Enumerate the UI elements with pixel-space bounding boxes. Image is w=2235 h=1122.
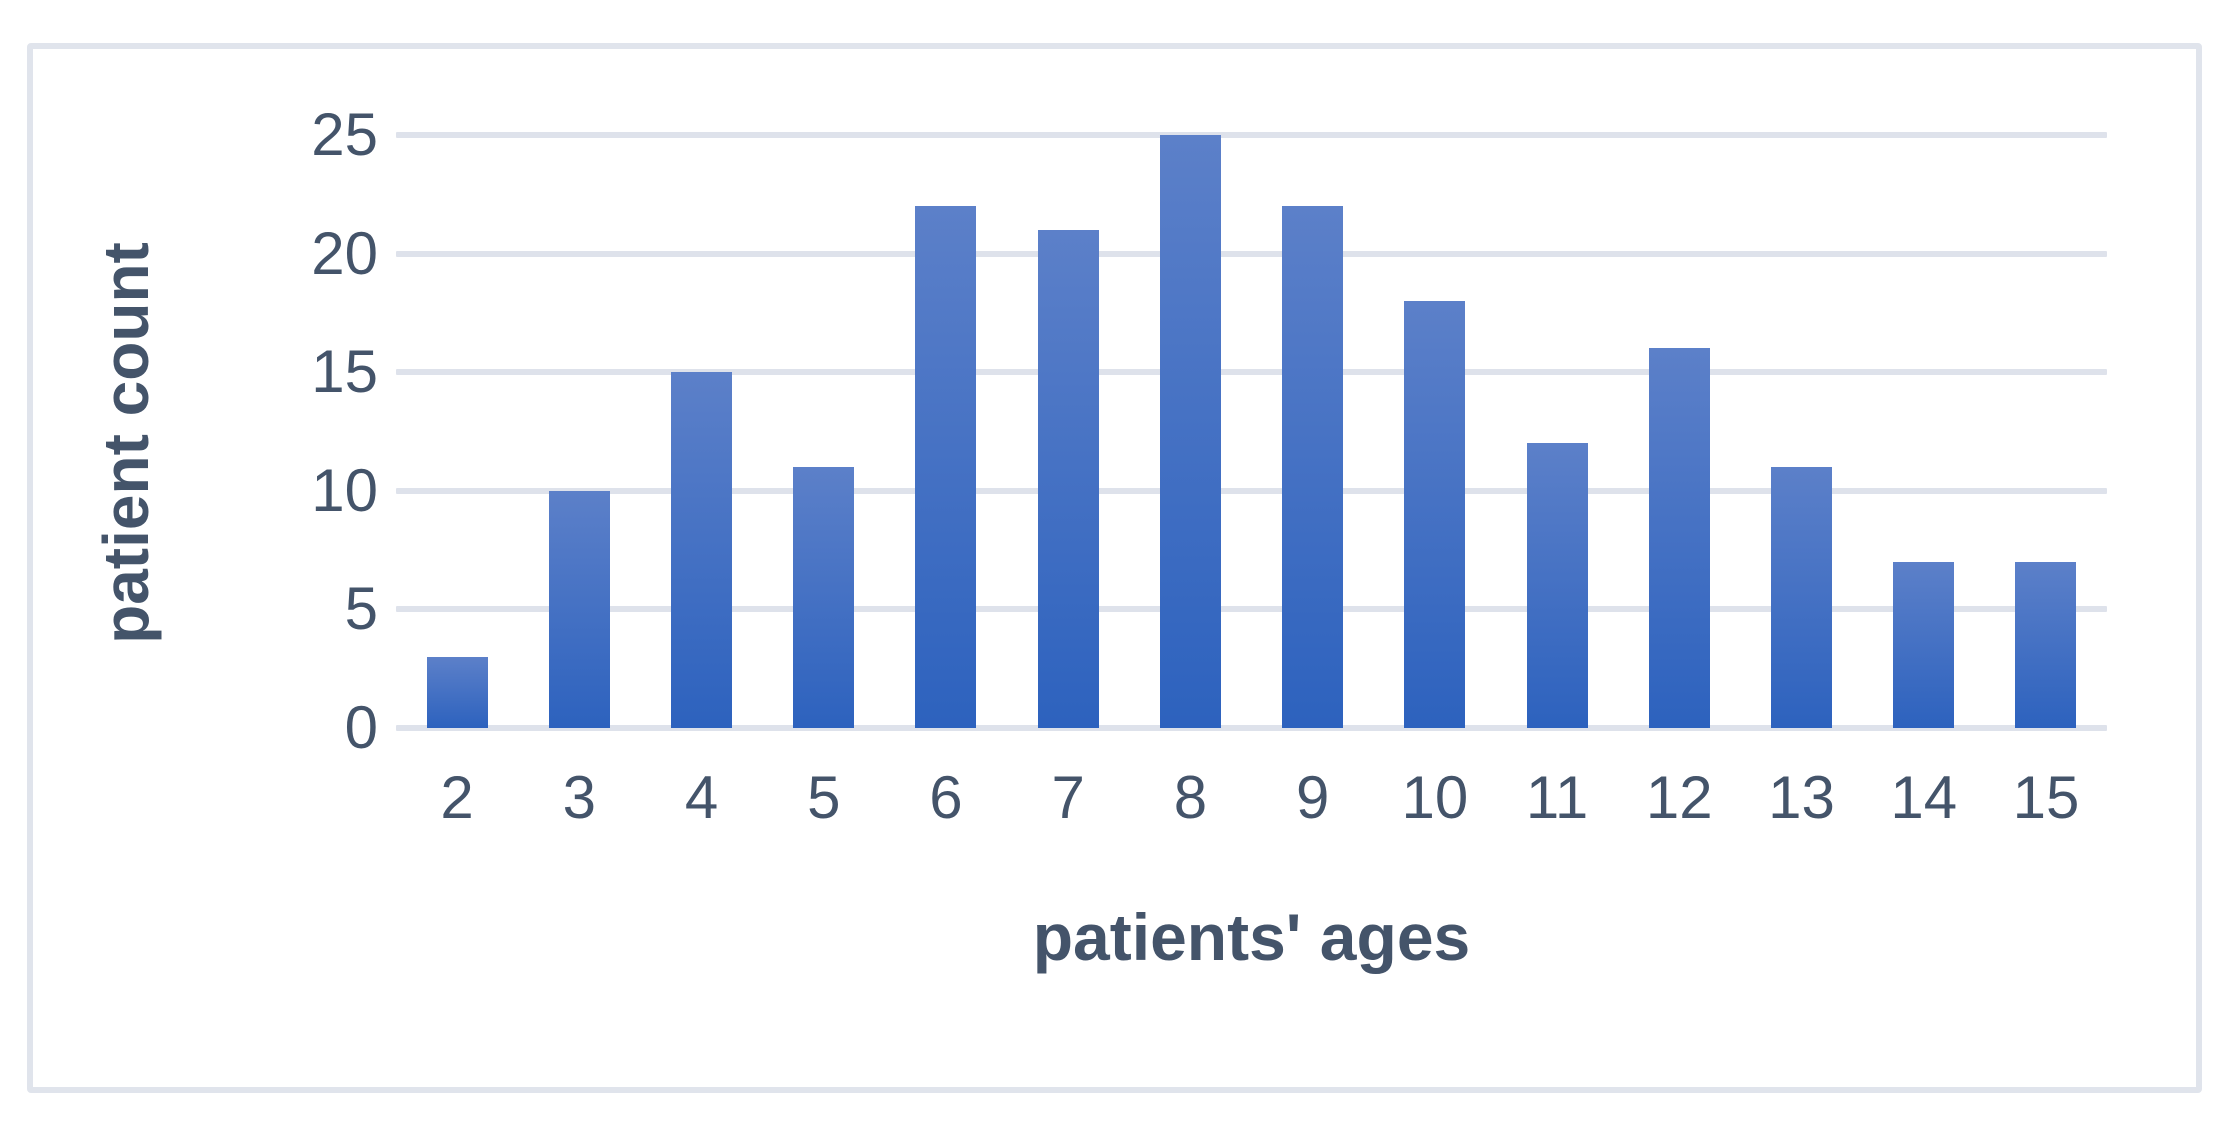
x-tick-label-11: 11 (1525, 764, 1589, 831)
bar-cell-age-11 (1496, 135, 1618, 728)
x-tick-label-14: 14 (1890, 764, 1958, 831)
bar-age-13 (1771, 467, 1833, 728)
bar-age-7 (1037, 229, 1099, 728)
bar-cell-age-2 (396, 135, 518, 728)
bar-cell-age-6 (885, 135, 1007, 728)
bar-age-5 (793, 467, 855, 728)
bar-cell-age-10 (1374, 135, 1496, 728)
y-tick-label: 0 (344, 694, 378, 761)
bar-age-2 (426, 656, 488, 728)
x-tick-label-8: 8 (1173, 764, 1208, 831)
chart-frame: patient count 0 5 10 15 20 25 2 3 4 5 6 7 8 9 10 11 12 1… (27, 43, 2202, 1093)
x-tick-label-10: 10 (1401, 764, 1469, 831)
plot-area (396, 132, 2107, 731)
bar-age-6 (915, 206, 977, 728)
gridline-y-20 (396, 250, 2107, 257)
y-tick-label: 5 (344, 575, 378, 643)
bar-age-15 (2015, 561, 2077, 728)
y-tick-label: 10 (311, 456, 378, 524)
x-tick-label-4: 4 (684, 764, 719, 831)
gridline-y-15 (396, 369, 2107, 376)
bar-cell-age-15 (1985, 135, 2107, 728)
x-tick-label-2: 2 (440, 764, 474, 831)
bar-age-10 (1404, 301, 1466, 728)
y-tick-label: 25 (311, 101, 378, 168)
y-axis-title: patient count (90, 242, 162, 644)
x-tick-label-5: 5 (807, 764, 841, 831)
bar-cell-age-4 (640, 135, 762, 728)
y-tick-label: 15 (311, 338, 378, 406)
bar-age-14 (1893, 561, 1955, 728)
x-tick-label-6: 6 (929, 764, 963, 831)
x-tick-label-12: 12 (1645, 764, 1713, 831)
gridline-y-0 (396, 725, 2107, 731)
bar-age-9 (1282, 206, 1344, 728)
gridline-y-10 (396, 487, 2107, 494)
bar-age-12 (1648, 348, 1710, 728)
bar-cell-age-14 (1863, 135, 1985, 728)
gridline-y-25 (396, 132, 2107, 138)
bar-series (396, 135, 2107, 728)
bar-age-11 (1526, 443, 1588, 728)
gridline-y-5 (396, 606, 2107, 613)
x-tick-label-15: 15 (2012, 764, 2080, 831)
y-tick-label: 20 (311, 219, 378, 287)
bar-cell-age-8 (1129, 135, 1251, 728)
bar-cell-age-5 (763, 135, 885, 728)
x-tick-label-3: 3 (562, 764, 597, 831)
x-tick-label-9: 9 (1295, 764, 1330, 831)
x-axis-tick-labels: 2 3 4 5 6 7 8 9 10 11 12 13 14 15 (396, 760, 2107, 836)
bar-age-8 (1159, 135, 1221, 728)
bar-cell-age-7 (1007, 135, 1129, 728)
bar-cell-age-9 (1252, 135, 1374, 728)
x-axis-title: patients' ages (1032, 900, 1471, 974)
bar-cell-age-12 (1618, 135, 1740, 728)
bar-cell-age-3 (518, 135, 640, 728)
y-axis-tick-labels: 0 5 10 15 20 25 (163, 101, 378, 761)
bar-age-4 (671, 372, 733, 728)
bar-age-3 (548, 490, 610, 728)
x-tick-label-13: 13 (1768, 764, 1835, 831)
x-tick-label-7: 7 (1051, 764, 1085, 831)
bar-cell-age-13 (1740, 135, 1862, 728)
